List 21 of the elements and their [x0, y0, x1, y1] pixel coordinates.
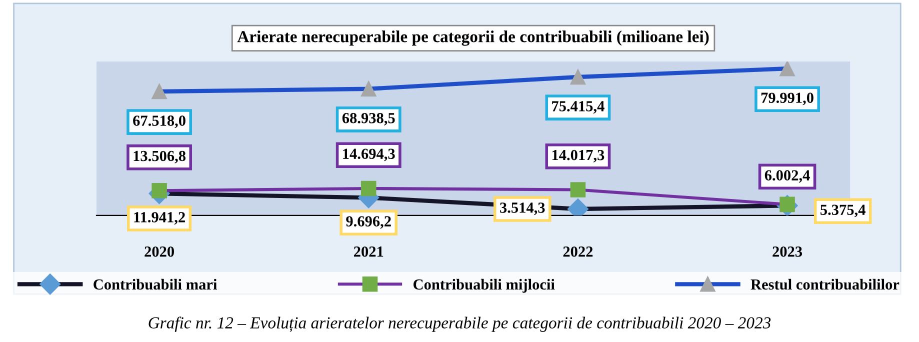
- legend-label: Contribuabili mijlocii: [414, 278, 555, 293]
- data-label: 11.941,2: [134, 212, 185, 225]
- x-tick-label: 2021: [354, 246, 384, 257]
- data-label: 68.938,5: [342, 112, 395, 126]
- data-label: 6.002,4: [764, 170, 810, 183]
- data-label: 75.415,4: [552, 101, 604, 114]
- data-label: 14.694,3: [343, 148, 395, 162]
- data-label: 5.375,4: [820, 204, 866, 218]
- legend-label: Contribuabili mari: [94, 278, 217, 290]
- data-label: 79.991,0: [761, 92, 814, 106]
- data-label: 3.514,3: [500, 202, 545, 216]
- x-tick-label: 2020: [144, 246, 174, 257]
- data-label: 67.518,0: [133, 116, 186, 128]
- text: Grafic nr. 12 – Evoluția arieratelor nerecuperabile pe categorii de contribuabili 2020 – 2023: [148, 316, 771, 332]
- chart-title: Arierate nerecuperabile pe categorii de contribuabili (milioane lei): [237, 30, 709, 46]
- data-label: 13.506,8: [134, 150, 186, 164]
- data-label: 9.696,2: [346, 216, 391, 229]
- x-tick-label: 2023: [772, 246, 802, 257]
- x-tick-label: 2022: [563, 246, 593, 257]
- data-label: 14.017,3: [552, 150, 604, 162]
- legend-label: Restul contribuabililor: [750, 278, 900, 290]
